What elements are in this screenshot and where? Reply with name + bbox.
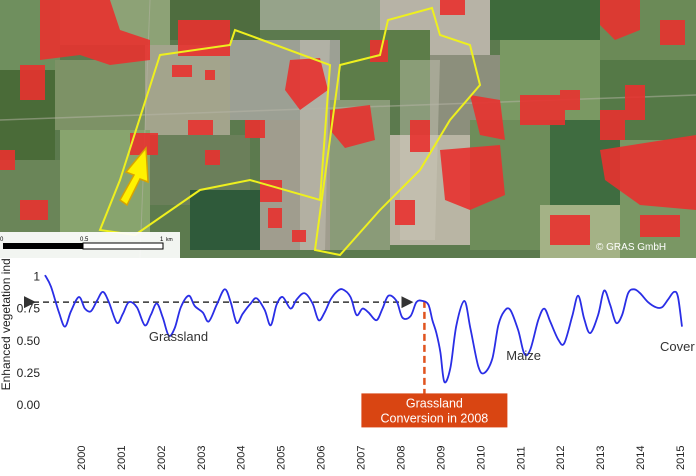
study-area-boundaries: [98, 6, 482, 257]
y-axis-label: Enhanced vegetation index: [0, 258, 13, 390]
scale-tick-0: 0: [0, 237, 4, 243]
evi-chart: Enhanced vegetation index 1 0.75 0.50 0.25 0…: [0, 258, 696, 470]
x-tick-label: 2008: [395, 446, 407, 470]
x-tick-label: 2015: [675, 446, 687, 470]
evi-series-line: [44, 274, 683, 384]
scale-unit: km: [166, 237, 173, 243]
copyright-text: © GRAS GmbH: [596, 242, 666, 253]
x-tick-label: 2007: [356, 446, 368, 470]
x-tick-label: 2000: [76, 446, 88, 470]
y-tick-label: 0.50: [17, 334, 41, 348]
y-tick-label: 0.75: [17, 302, 41, 316]
series-group: [44, 274, 683, 384]
x-tick-label: 2001: [116, 446, 128, 470]
x-tick-label: 2014: [635, 446, 647, 470]
x-tick-label: 2010: [475, 446, 487, 470]
x-tick-label: 2009: [435, 446, 447, 470]
x-tick-label: 2003: [196, 446, 208, 470]
annotations: Grassland Maize Cover Crop: [149, 329, 696, 363]
scale-tick-1: 1: [160, 237, 164, 243]
annotation-label: Grassland: [149, 329, 208, 344]
x-tick-label: 2013: [595, 446, 607, 470]
x-tick-label: 2004: [236, 446, 248, 470]
y-tick-label: 0.00: [17, 398, 41, 412]
y-tick-label: 1: [33, 269, 40, 283]
x-tick-label: 2012: [555, 446, 567, 470]
y-axis-ticks: 1 0.75 0.50 0.25 0.00: [17, 269, 41, 412]
x-tick-label: 2002: [156, 446, 168, 470]
scale-bar: 0 0.5 1 km: [0, 232, 180, 258]
annotation-label: Cover Crop: [660, 339, 696, 354]
x-tick-label: 2005: [276, 446, 288, 470]
x-axis-ticks: 2000 2001 2002 2003 2004 2005 2006 2007 2008 2009…: [76, 446, 687, 470]
conversion-label-line-2: Conversion in 2008: [381, 411, 489, 425]
conversion-label-box: [361, 393, 508, 428]
annotation-label: Maize: [506, 348, 541, 363]
x-tick-label: 2006: [316, 446, 328, 470]
highlight-arrow: [119, 146, 149, 207]
scale-tick-half: 0.5: [80, 237, 89, 243]
x-tick-label: 2011: [515, 446, 527, 470]
y-tick-label: 0.25: [17, 366, 41, 380]
conversion-label: Grassland Conversion in 2008: [361, 393, 508, 428]
land-change-patches: [0, 0, 696, 245]
satellite-map: 0 0.5 1 km © GRAS GmbH: [0, 0, 696, 258]
conversion-label-line-1: Grassland: [406, 396, 463, 410]
